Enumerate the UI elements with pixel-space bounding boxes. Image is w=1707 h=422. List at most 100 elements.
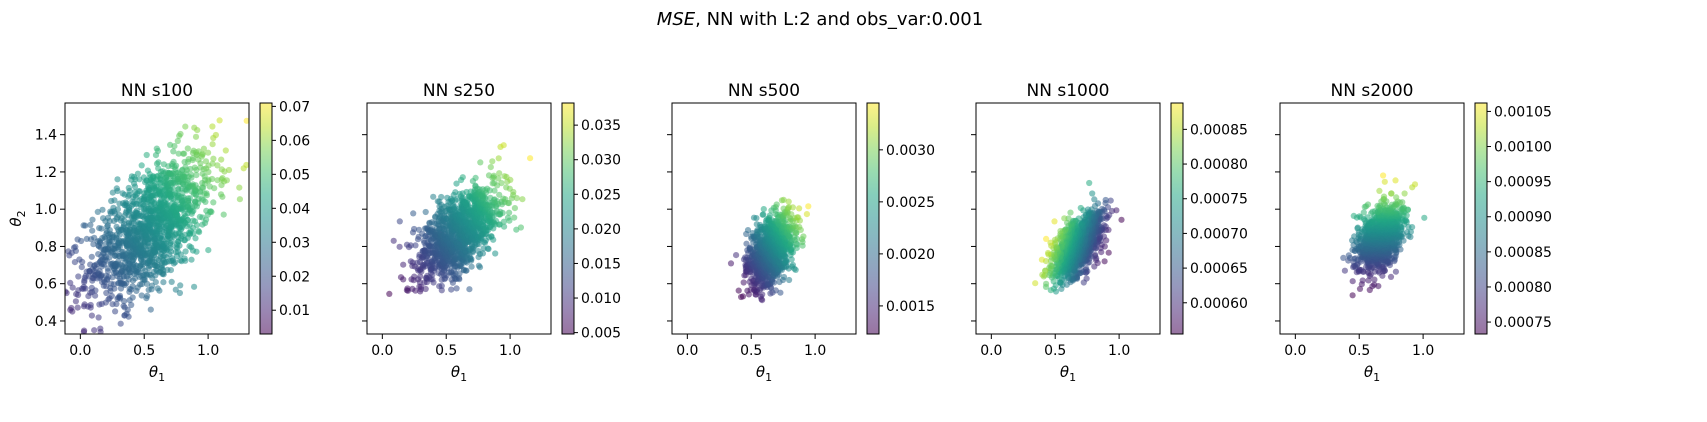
colorbar-frame (1170, 102, 1184, 335)
subplot-grid: 0.0 0.5 1.00.40.60.81.01.21.4NN s100θ1θ20.… (7, 81, 1552, 384)
scatter-point (407, 242, 414, 249)
scatter-point (243, 161, 249, 169)
scatter-point (181, 255, 188, 262)
scatter-point (164, 200, 171, 207)
scatter-point (97, 325, 104, 332)
scatter-point (753, 215, 760, 222)
scatter-point (200, 86, 206, 92)
scatter-point (468, 256, 475, 263)
scatter-point (793, 235, 801, 242)
scatter-point (517, 224, 525, 231)
scatter-point (133, 207, 140, 214)
x-tick-label: 0.5 (740, 343, 762, 359)
scatter-point (1118, 216, 1125, 223)
colorbar-tick-label: 0.0020 (886, 247, 935, 263)
scatter-point (466, 286, 473, 293)
y-tick-label: 1.2 (35, 165, 57, 181)
scatter-point (1080, 214, 1087, 221)
scatter-point (1047, 239, 1054, 246)
scatter-point (485, 245, 492, 253)
scatter-point (1061, 215, 1068, 222)
scatter-point (72, 243, 79, 250)
colorbar-gradient (867, 103, 879, 334)
scatter-point (209, 123, 216, 130)
scatter-point (1080, 279, 1087, 286)
scatter-point (438, 282, 445, 289)
x-tick-label: 0.5 (435, 343, 457, 359)
scatter-point (111, 197, 118, 204)
scatter-point (400, 261, 407, 268)
scatter-point (1352, 255, 1359, 262)
scatter-point (795, 214, 802, 221)
scatter-point (212, 131, 219, 139)
scatter-point (1371, 281, 1378, 288)
scatter-point (112, 308, 119, 315)
scatter-point (1045, 249, 1052, 257)
subplot-title: NN s500 (728, 81, 800, 101)
scatter-point (417, 273, 424, 280)
scatter-point (88, 312, 95, 319)
colorbar-tick-label: 0.025 (581, 187, 621, 203)
scatter-point (1091, 263, 1098, 270)
scatter-point (144, 167, 151, 174)
scatter-points (386, 142, 534, 297)
scatter-point (410, 210, 417, 217)
scatter-point (87, 301, 94, 309)
scatter-point (236, 184, 243, 191)
scatter-point (1039, 271, 1046, 278)
scatter-point (177, 251, 184, 258)
scatter-point (396, 218, 403, 225)
scatter-point (479, 250, 486, 257)
scatter-point (422, 208, 429, 216)
scatter-point (495, 175, 502, 182)
scatter-point (488, 233, 495, 240)
scatter-point (95, 314, 102, 321)
scatter-point (129, 283, 136, 290)
scatter-point (1091, 196, 1098, 203)
scatter-point (805, 203, 812, 210)
scatter-point (759, 291, 766, 298)
scatter-point (803, 211, 811, 218)
scatter-point (74, 304, 81, 311)
y-tick-label: 0.6 (35, 277, 57, 293)
colorbar-tick-label: 0.00070 (1190, 226, 1248, 242)
scatter-point (1102, 196, 1109, 204)
scatter-point (1349, 278, 1356, 285)
scatter-point (453, 180, 460, 187)
scatter-point (182, 164, 189, 171)
scatter-point (191, 218, 199, 225)
scatter-point (203, 216, 210, 223)
axes-frame (366, 102, 552, 335)
scatter-point (113, 223, 120, 230)
scatter-point (81, 327, 88, 334)
scatter-point (773, 201, 780, 208)
scatter-point (65, 296, 66, 300)
scatter-point (208, 208, 215, 216)
subplot-4: 0.0 0.5 1.0NN s1000θ10.000600.000650.00070… (971, 81, 1248, 384)
scatter-point (498, 180, 505, 187)
scatter-point (192, 235, 199, 242)
y-tick-label: 1.4 (35, 128, 57, 144)
scatter-point (192, 133, 200, 140)
colorbar-tick-label: 0.005 (581, 326, 621, 342)
scatter-point (190, 230, 197, 237)
axes-frame (671, 102, 857, 335)
scatter-point (504, 214, 512, 221)
scatter-point (789, 204, 797, 211)
colorbar-tick-label: 0.030 (581, 153, 621, 169)
subplot-3: 0.0 0.5 1.0NN s500θ10.00150.00200.00250.00… (667, 81, 935, 384)
scatter-point (422, 285, 429, 293)
y-axis-label: θ2 (7, 210, 28, 226)
scatter-point (429, 276, 436, 283)
scatter-point (68, 304, 75, 312)
scatter-point (468, 263, 475, 270)
scatter-point (191, 283, 198, 290)
scatter-point (772, 287, 779, 294)
y-tick-label: 0.8 (35, 239, 57, 255)
scatter-point (1067, 209, 1074, 216)
scatter-point (505, 200, 513, 207)
scatter-point (1356, 285, 1364, 292)
scatter-point (205, 247, 212, 254)
colorbar-tick-label: 0.015 (581, 256, 621, 272)
scatter-point (177, 282, 184, 289)
